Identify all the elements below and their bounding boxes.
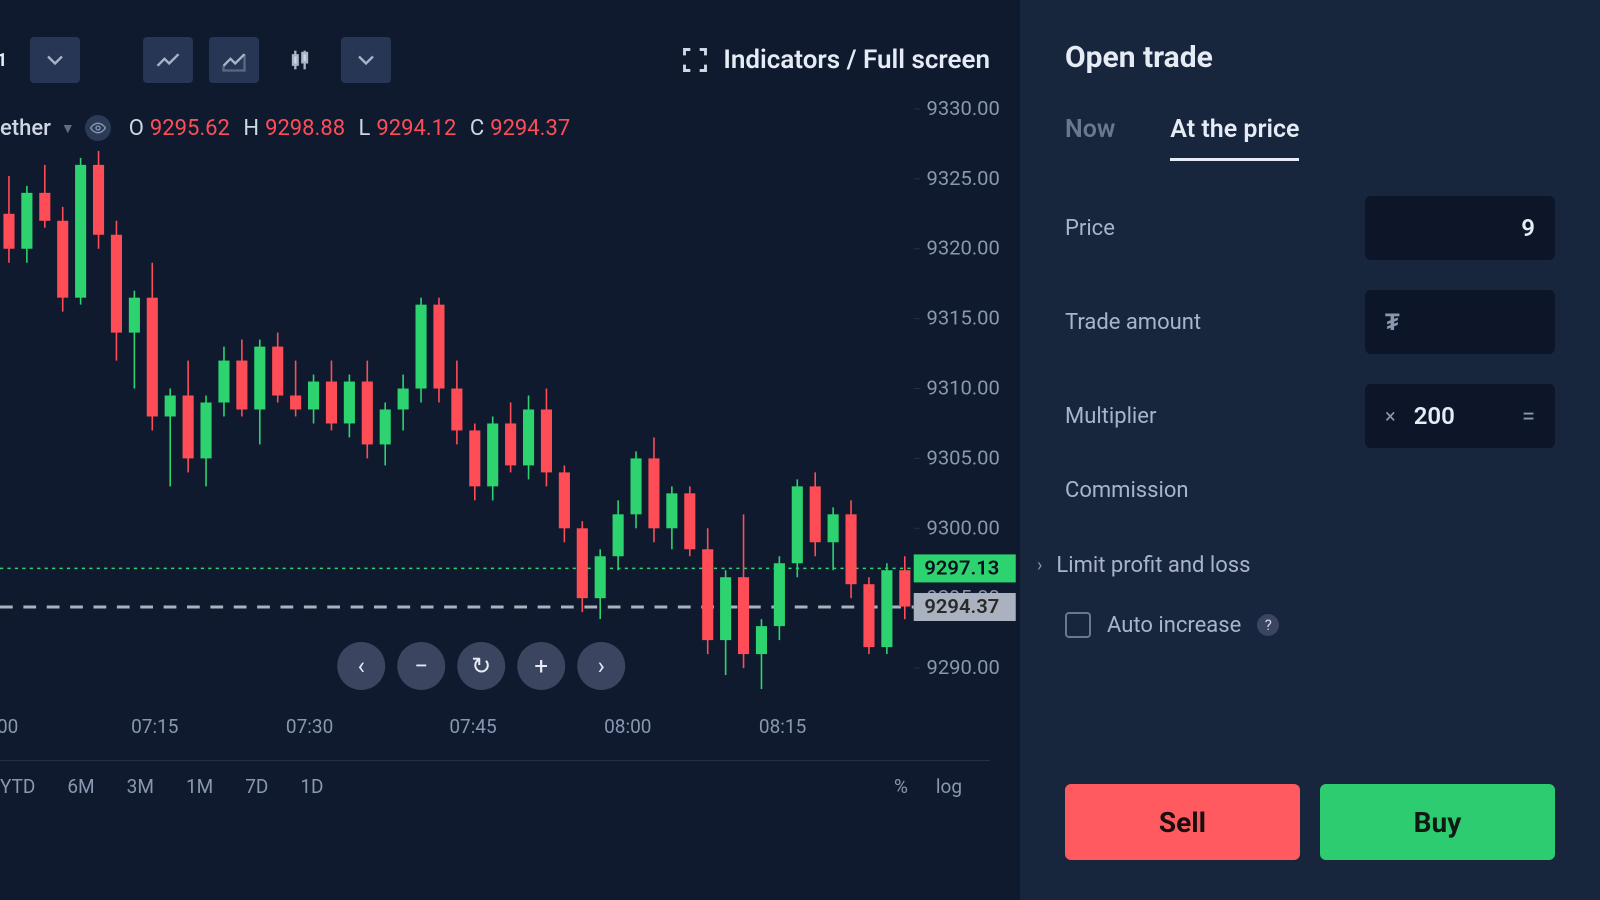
fullscreen-icon [681,46,709,74]
range-1m[interactable]: 1M [186,775,213,798]
pair-name[interactable]: ether [0,116,51,141]
price-field-row: Price 9 [1065,196,1555,260]
reset-button[interactable]: ↻ [457,642,505,690]
pair-dropdown-caret[interactable]: ▼ [61,120,75,137]
area-chart-icon [220,46,248,74]
svg-text:9294.37: 9294.37 [924,596,999,618]
svg-text:9290.00: 9290.00 [927,657,1000,679]
currency-symbol: ₮ [1385,308,1400,337]
range-3m[interactable]: 3M [127,775,154,798]
candlestick-chart: 9330.00 9325.00 9320.00 9315.00 9310.00 9305.… [0,95,1020,710]
interval-dropdown-button[interactable] [30,37,80,83]
range-1d[interactable]: 1D [300,775,323,798]
multiplier-label: Multiplier [1065,404,1365,429]
indicators-label: Indicators / Full screen [723,45,990,75]
tab-now[interactable]: Now [1065,115,1115,161]
chart-type-dropdown-button[interactable] [341,37,391,83]
range-selector: YTD 6M 3M 1M 7D 1D % log [0,760,990,800]
auto-increase-label: Auto increase [1107,613,1241,638]
sell-button[interactable]: Sell [1065,784,1300,860]
amount-field-row: Trade amount ₮ [1065,290,1555,354]
line-chart-button[interactable] [143,37,193,83]
indicators-fullscreen-button[interactable]: Indicators / Full screen [681,45,990,75]
interval-button[interactable]: 1 [0,37,14,83]
range-6m[interactable]: 6M [67,775,94,798]
tab-at-price[interactable]: At the price [1170,115,1299,161]
nav-prev-button[interactable]: ‹ [337,642,385,690]
chevron-down-icon [352,46,380,74]
scale-pct[interactable]: % [894,775,908,798]
trade-panel: Open trade Now At the price Price 9 Trad… [1020,0,1600,900]
buy-button[interactable]: Buy [1320,784,1555,860]
eye-toggle[interactable] [85,115,111,141]
auto-increase-row: Auto increase ? [1065,612,1555,638]
line-chart-icon [154,46,182,74]
area-chart-button[interactable] [209,37,259,83]
svg-text:9300.00: 9300.00 [927,517,1000,539]
svg-text:9320.00: 9320.00 [927,237,1000,259]
amount-label: Trade amount [1065,310,1365,335]
svg-text:9305.00: 9305.00 [927,447,1000,469]
candlestick-icon [286,46,314,74]
range-7d[interactable]: 7D [245,775,268,798]
svg-text:9325.00: 9325.00 [927,167,1000,189]
x-tick-label: 07:15 [131,715,178,738]
limit-profit-loss-toggle[interactable]: › Limit profit and loss [1037,553,1555,578]
chart-nav-buttons: ‹ − ↻ + › [337,642,625,690]
scale-log[interactable]: log [936,775,962,798]
zoom-out-button[interactable]: − [397,642,445,690]
chart-area[interactable]: 9330.00 9325.00 9320.00 9315.00 9310.00 9305.… [0,95,1020,710]
x-tick-label: 08:15 [759,715,806,738]
range-ytd[interactable]: YTD [0,775,35,798]
commission-label: Commission [1065,478,1555,503]
auto-increase-checkbox[interactable] [1065,612,1091,638]
action-buttons: Sell Buy [1065,784,1555,860]
chevron-right-icon: › [1037,555,1042,576]
multiplier-input[interactable]: × 200 = [1365,384,1555,448]
trade-panel-title: Open trade [1065,40,1555,75]
chevron-down-icon [41,46,69,74]
x-tick-label: 07:30 [286,715,333,738]
svg-text:9330.00: 9330.00 [927,98,1000,120]
x-tick-label: 7:00 [0,715,18,738]
chart-toolbar: 1 I [0,30,1020,90]
trade-tabs: Now At the price [1065,115,1555,161]
svg-text:9315.00: 9315.00 [927,307,1000,329]
zoom-in-button[interactable]: + [517,642,565,690]
candle-chart-button[interactable] [275,37,325,83]
nav-next-button[interactable]: › [577,642,625,690]
ohlc-values: O9295.62 H9298.88 L9294.12 C9294.37 [121,116,570,141]
x-tick-label: 07:45 [449,715,496,738]
pair-ohlc-row: ether ▼ O9295.62 H9298.88 L9294.12 C9294… [0,115,570,141]
commission-row: Commission [1065,478,1555,503]
price-input[interactable]: 9 [1365,196,1555,260]
x-tick-label: 08:00 [604,715,651,738]
x-axis-labels: 7:00 07:15 07:30 07:45 08:00 08:15 [0,715,960,745]
svg-text:9310.00: 9310.00 [927,377,1000,399]
amount-input[interactable]: ₮ [1365,290,1555,354]
multiplier-field-row: Multiplier × 200 = [1065,384,1555,448]
price-label: Price [1065,216,1365,241]
eye-icon [90,120,106,136]
chart-panel: 1 I [0,0,1020,900]
help-icon[interactable]: ? [1257,614,1279,636]
svg-text:9297.13: 9297.13 [924,557,999,579]
